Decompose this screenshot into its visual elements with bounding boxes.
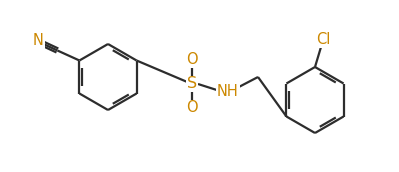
Text: Cl: Cl: [316, 33, 330, 47]
Text: N: N: [33, 33, 44, 48]
Text: O: O: [186, 100, 198, 116]
Text: O: O: [186, 52, 198, 67]
Text: S: S: [187, 77, 197, 92]
Text: NH: NH: [217, 84, 239, 99]
